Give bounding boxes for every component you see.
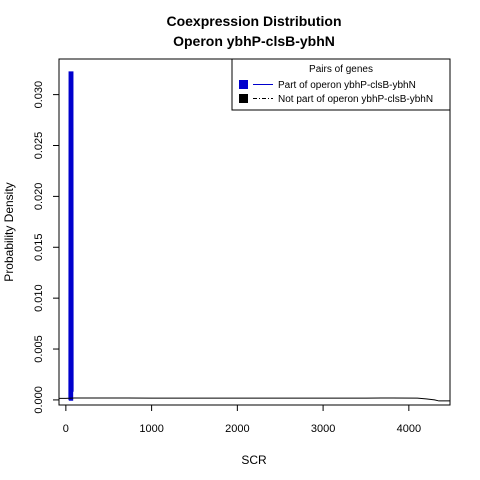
x-axis-label: SCR xyxy=(241,453,267,467)
y-axis-label: Probability Density xyxy=(2,182,16,281)
legend-swatch-not-part-of-operon xyxy=(239,94,248,103)
x-tick-label: 4000 xyxy=(397,423,421,435)
series-line-part-of-operon-ybhp-clsb-ybhn xyxy=(68,71,74,401)
x-tick-label: 3000 xyxy=(311,423,335,435)
y-tick-label: 0.010 xyxy=(33,284,45,312)
x-tick-label: 0 xyxy=(63,423,69,435)
x-tick-label: 2000 xyxy=(225,423,249,435)
y-axis: 0.000 0.005 0.010 0.015 0.020 0.025 0.030 xyxy=(33,81,59,414)
y-tick-label: 0.030 xyxy=(33,81,45,109)
x-tick-label: 1000 xyxy=(139,423,163,435)
series-line-not-part-of-operon-ybhp-clsb-ybhn xyxy=(59,397,450,402)
legend-entry-part-of-operon: Part of operon ybhP-clsB-ybhN xyxy=(278,80,416,91)
chart-title-line-2: Operon ybhP-clsB-ybhN xyxy=(173,33,335,49)
legend-swatch-part-of-operon xyxy=(239,80,248,89)
y-tick-label: 0.025 xyxy=(33,132,45,160)
legend-entry-not-part-of-operon: Not part of operon ybhP-clsB-ybhN xyxy=(278,94,433,105)
legend: Pairs of genes Part of operon ybhP-clsB-… xyxy=(231,58,451,111)
legend-title: Pairs of genes xyxy=(309,64,373,75)
chart-title-line-1: Coexpression Distribution xyxy=(166,13,341,29)
series-layer xyxy=(59,71,450,402)
y-tick-label: 0.000 xyxy=(33,386,45,414)
x-axis: 0 1000 2000 3000 4000 xyxy=(63,405,421,435)
y-tick-label: 0.015 xyxy=(33,233,45,261)
y-tick-label: 0.020 xyxy=(33,183,45,211)
y-tick-label: 0.005 xyxy=(33,335,45,363)
